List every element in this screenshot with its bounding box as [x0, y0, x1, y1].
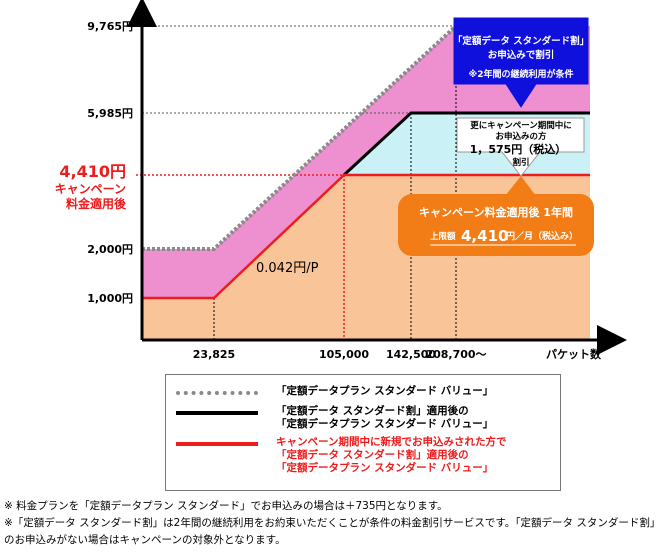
legend: 「定額データプラン スタンダード バリュー」 「定額データ スタンダード割」適用… — [165, 374, 561, 491]
blue-callout-line-1: 「定額データ スタンダード割」 — [453, 35, 589, 47]
x-tick-label-1: 105,000 — [319, 348, 369, 361]
legend-swatch-gray-dotted — [176, 391, 258, 395]
y-tick-label-3: 9,765円 — [87, 20, 133, 33]
x-axis-title: パケット数 — [546, 347, 602, 361]
series-line-standard-discount — [342, 111, 590, 177]
legend-item-gray: 「定額データプラン スタンダード バリュー」 — [176, 385, 493, 398]
y-highlight-label-1: キャンペーン — [55, 182, 126, 196]
y-highlight-label-0: 4,410円 — [59, 162, 126, 181]
legend-swatch-red — [176, 442, 258, 446]
y-tick-label-1: 2,000円 — [87, 243, 133, 256]
x-tick-label-0: 23,825 — [193, 348, 235, 361]
orange-callout-prefix: 上限額 — [430, 231, 456, 242]
y-highlight-label-2: 料金適用後 — [66, 196, 127, 211]
orange-callout-amount: 4,410 — [461, 227, 508, 245]
blue-callout-line-3: ※2年間の継続利用が条件 — [468, 68, 573, 80]
legend-label-black: 「定額データ スタンダード割」適用後の 「定額データプラン スタンダード バリュ… — [276, 405, 494, 430]
orange-callout-pointer — [505, 176, 536, 196]
blue-discount-arrow — [453, 17, 589, 108]
campaign-callout-line-1: 更にキャンペーン期間中に — [470, 120, 572, 131]
legend-item-black: 「定額データ スタンダード割」適用後の 「定額データプラン スタンダード バリュ… — [176, 405, 493, 431]
legend-swatch-black — [176, 411, 258, 415]
area-standard-discount — [142, 26, 590, 298]
orange-callout-box — [398, 194, 594, 256]
campaign-callout-line-3: 1，575円（税込） — [470, 142, 567, 156]
y-tick-label-0: 1,000円 — [87, 292, 133, 305]
campaign-callout-line-4: 割引 — [512, 157, 529, 168]
slope-label: 0.042円/P — [256, 261, 319, 276]
x-tick-label-2: 142,500 — [386, 348, 436, 361]
y-tick-label-2: 5,985円 — [87, 107, 133, 120]
legend-label-red: キャンペーン期間中に新規でお申込みされた方で 「定額データ スタンダード割」適用… — [276, 436, 507, 474]
series-line-standard-value — [142, 24, 590, 251]
footnote-2: ※「定額データ スタンダード割」は2年間の継続利用をお約束いただくことが条件の料… — [4, 517, 661, 546]
orange-callout-title: キャンペーン料金適用後 1年間 — [419, 205, 573, 219]
legend-item-red: キャンペーン期間中に新規でお申込みされた方で 「定額データ スタンダード割」適用… — [176, 436, 506, 475]
legend-label-gray: 「定額データプラン スタンダード バリュー」 — [276, 385, 494, 397]
x-tick-label-3: 208,700～ — [425, 348, 486, 361]
blue-callout-line-2: お申込みで割引 — [488, 49, 555, 61]
campaign-callout-line-2: お申込みの方 — [495, 131, 547, 142]
footnote-1: ※ 料金プランを「定額データプラン スタンダード」でお申込みの場合は＋735円と… — [4, 500, 448, 512]
orange-callout-unit: 円／月（税込み） — [506, 230, 578, 242]
price-chart: 1,000円2,000円5,985円9,765円4,410円キャンペーン料金適用… — [55, 0, 627, 361]
campaign-discount-arrow — [456, 117, 585, 177]
footnotes: ※ 料金プランを「定額データプラン スタンダード」でお申込みの場合は＋735円と… — [4, 498, 668, 549]
series-line-campaign — [142, 173, 590, 300]
